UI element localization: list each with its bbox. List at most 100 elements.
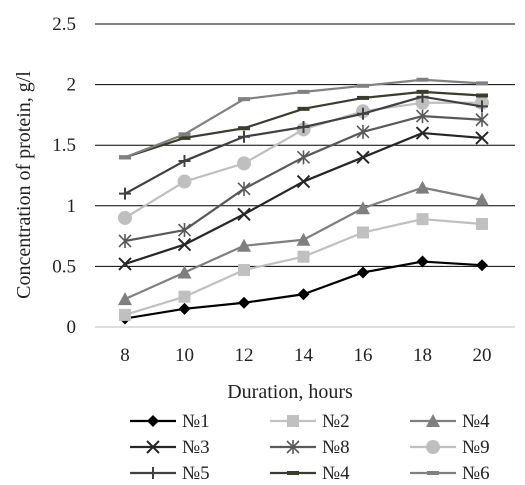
legend-label: №2 bbox=[322, 411, 350, 432]
data-point bbox=[476, 259, 488, 272]
data-point bbox=[119, 187, 131, 200]
x-tick-label: 18 bbox=[413, 345, 432, 366]
data-point bbox=[119, 155, 131, 160]
data-point bbox=[238, 126, 250, 131]
x-tick-label: 20 bbox=[473, 345, 492, 366]
series bbox=[119, 255, 488, 325]
data-point bbox=[297, 288, 310, 301]
data-point bbox=[296, 232, 311, 246]
data-point bbox=[357, 266, 369, 279]
y-tick-label: 0 bbox=[67, 317, 77, 338]
series bbox=[119, 77, 488, 160]
legend-label: №4 bbox=[322, 463, 350, 484]
data-point bbox=[177, 223, 192, 238]
legend-item: №3 bbox=[130, 437, 210, 458]
series bbox=[118, 109, 489, 248]
y-tick-label: 0.5 bbox=[52, 256, 76, 277]
legend-item: №9 bbox=[410, 437, 490, 458]
data-point bbox=[356, 201, 370, 215]
data-point bbox=[476, 81, 488, 86]
legend-swatch-marker bbox=[426, 440, 440, 454]
legend-label: №6 bbox=[462, 463, 490, 484]
y-tick-label: 2.5 bbox=[52, 14, 76, 35]
legend-item: №5 bbox=[130, 463, 210, 484]
data-point bbox=[297, 89, 310, 94]
legend-label: №8 bbox=[322, 437, 350, 458]
data-point bbox=[178, 132, 191, 137]
data-point bbox=[357, 226, 369, 239]
data-point bbox=[238, 97, 250, 102]
data-point bbox=[415, 180, 430, 194]
legend-swatch-marker bbox=[147, 415, 159, 427]
legend-swatch-marker bbox=[147, 467, 159, 479]
data-point bbox=[416, 89, 429, 94]
data-point bbox=[476, 93, 488, 98]
data-point bbox=[475, 192, 489, 206]
data-point bbox=[297, 121, 310, 134]
series bbox=[119, 213, 488, 321]
legend: №1 №2 №4 №3 №8 №9 №5 №4 №6 bbox=[130, 411, 490, 484]
legend-swatch-marker bbox=[287, 471, 299, 475]
data-point bbox=[476, 217, 488, 230]
legend-label: №9 bbox=[462, 437, 490, 458]
data-point bbox=[237, 156, 251, 171]
x-axis-ticks: 8 10 12 14 16 18 20 bbox=[120, 345, 491, 366]
data-point bbox=[415, 126, 430, 140]
data-point bbox=[118, 233, 132, 248]
data-point bbox=[356, 150, 370, 165]
data-point bbox=[357, 83, 369, 88]
data-point bbox=[415, 109, 430, 124]
data-point bbox=[177, 237, 192, 252]
data-point bbox=[296, 174, 311, 189]
x-tick-label: 16 bbox=[354, 345, 373, 366]
data-point bbox=[118, 257, 132, 271]
legend-swatch-marker bbox=[427, 471, 439, 475]
data-point bbox=[238, 264, 250, 277]
x-axis-title: Duration, hours bbox=[227, 381, 353, 403]
legend-label: №5 bbox=[182, 463, 210, 484]
legend-item: №1 bbox=[130, 411, 210, 432]
data-point bbox=[178, 154, 191, 167]
data-point bbox=[177, 265, 192, 279]
data-point bbox=[238, 130, 250, 143]
data-point bbox=[416, 213, 429, 226]
legend-label: №3 bbox=[182, 437, 210, 458]
legend-item: №4 bbox=[270, 463, 350, 484]
data-point bbox=[296, 150, 311, 165]
x-tick-label: 14 bbox=[294, 345, 314, 366]
legend-swatch-marker bbox=[146, 440, 160, 454]
y-tick-label: 1 bbox=[67, 196, 77, 217]
legend-swatch-marker bbox=[287, 415, 299, 427]
data-point bbox=[475, 112, 489, 127]
legend-label: №1 bbox=[182, 411, 210, 432]
legend-item: №8 bbox=[270, 437, 350, 458]
series-layer bbox=[118, 77, 489, 325]
series bbox=[119, 90, 488, 200]
y-tick-label: 1.5 bbox=[52, 135, 76, 156]
data-point bbox=[416, 77, 429, 82]
x-tick-label: 8 bbox=[120, 345, 130, 366]
data-point bbox=[238, 296, 250, 309]
y-axis-title: Concentration of protein, g/l bbox=[13, 71, 35, 299]
data-point bbox=[357, 95, 369, 100]
x-tick-label: 10 bbox=[175, 345, 194, 366]
data-point bbox=[475, 131, 489, 145]
legend-swatch-marker bbox=[426, 414, 440, 427]
data-point bbox=[118, 210, 132, 225]
legend-item: №2 bbox=[270, 411, 350, 432]
data-point bbox=[237, 238, 251, 252]
data-point bbox=[297, 106, 310, 111]
data-point bbox=[119, 308, 131, 321]
data-point bbox=[178, 290, 191, 303]
data-point bbox=[356, 124, 370, 139]
legend-item: №4 bbox=[410, 411, 490, 432]
legend-swatch-marker bbox=[286, 440, 300, 454]
data-point bbox=[237, 181, 251, 196]
series bbox=[118, 126, 489, 271]
x-tick-label: 12 bbox=[235, 345, 254, 366]
series bbox=[118, 180, 489, 306]
legend-item: №6 bbox=[410, 463, 490, 484]
data-point bbox=[178, 302, 191, 315]
